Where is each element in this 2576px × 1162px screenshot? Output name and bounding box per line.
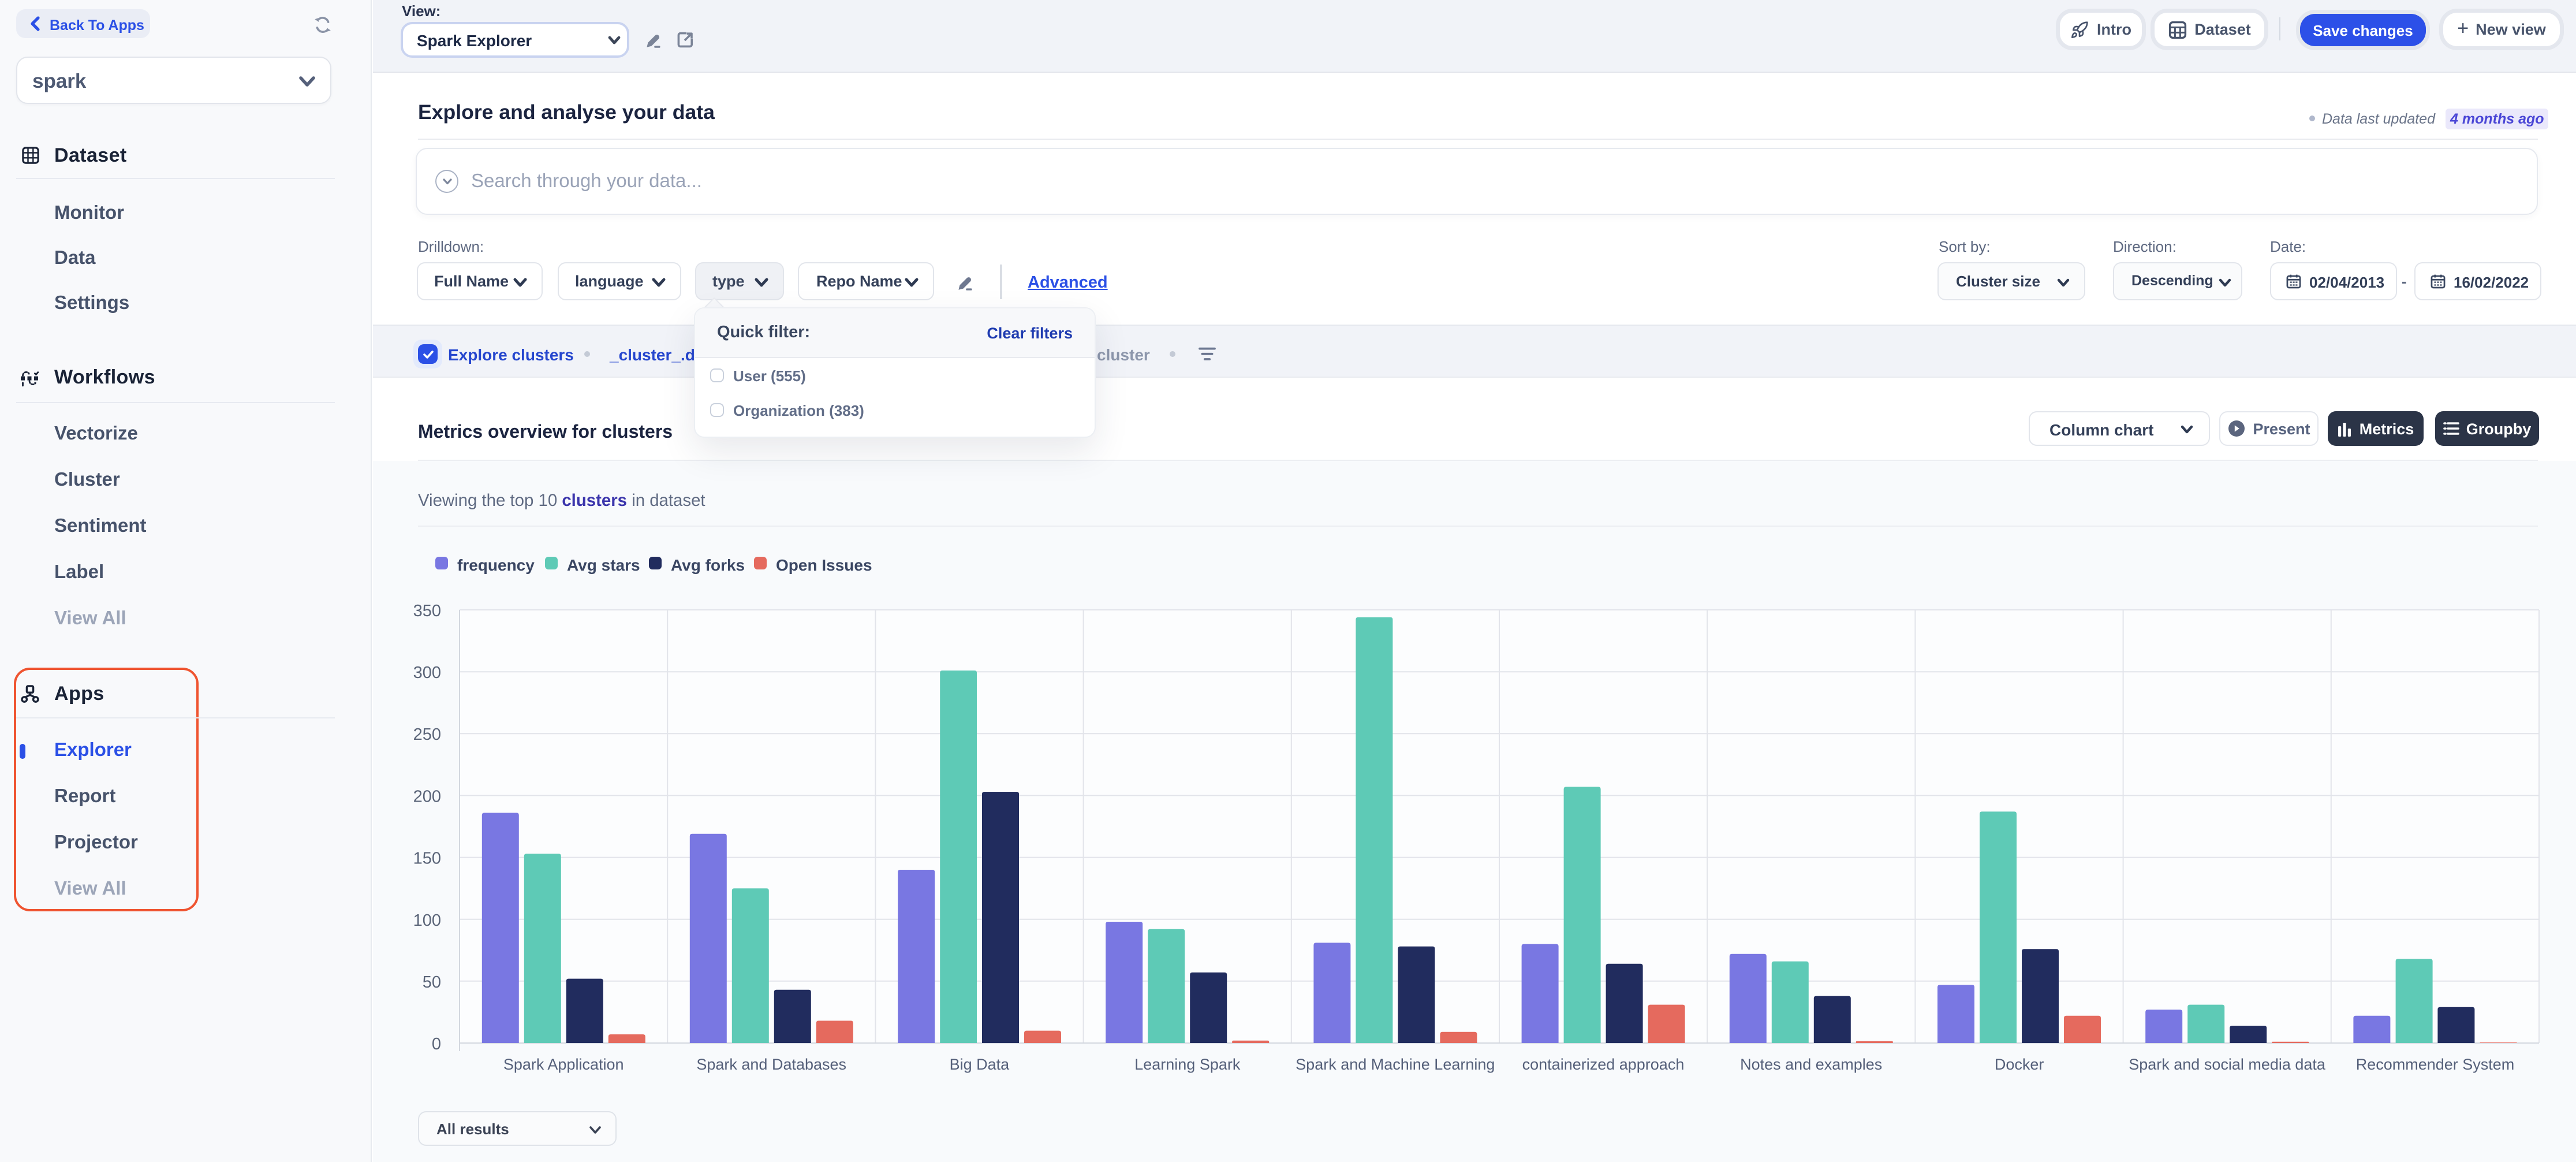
svg-text:100: 100 [413, 911, 441, 930]
svg-text:300: 300 [413, 664, 441, 682]
svg-text:Big Data: Big Data [950, 1056, 1010, 1073]
svg-text:Spark and social media data: Spark and social media data [2129, 1056, 2326, 1073]
svg-text:150: 150 [413, 850, 441, 868]
svg-text:Recommender System: Recommender System [2356, 1056, 2515, 1073]
svg-text:Learning Spark: Learning Spark [1134, 1056, 1241, 1073]
svg-text:Docker: Docker [1995, 1056, 2044, 1073]
svg-text:250: 250 [413, 725, 441, 744]
svg-text:Spark Application: Spark Application [503, 1056, 624, 1073]
svg-text:50: 50 [423, 973, 441, 992]
svg-text:containerized approach: containerized approach [1522, 1056, 1685, 1073]
svg-text:Spark and Databases: Spark and Databases [696, 1056, 846, 1073]
svg-text:200: 200 [413, 787, 441, 806]
svg-text:0: 0 [432, 1035, 441, 1053]
svg-text:350: 350 [413, 602, 441, 620]
svg-text:Notes and examples: Notes and examples [1740, 1056, 1882, 1073]
svg-text:Spark and Machine Learning: Spark and Machine Learning [1296, 1056, 1495, 1073]
